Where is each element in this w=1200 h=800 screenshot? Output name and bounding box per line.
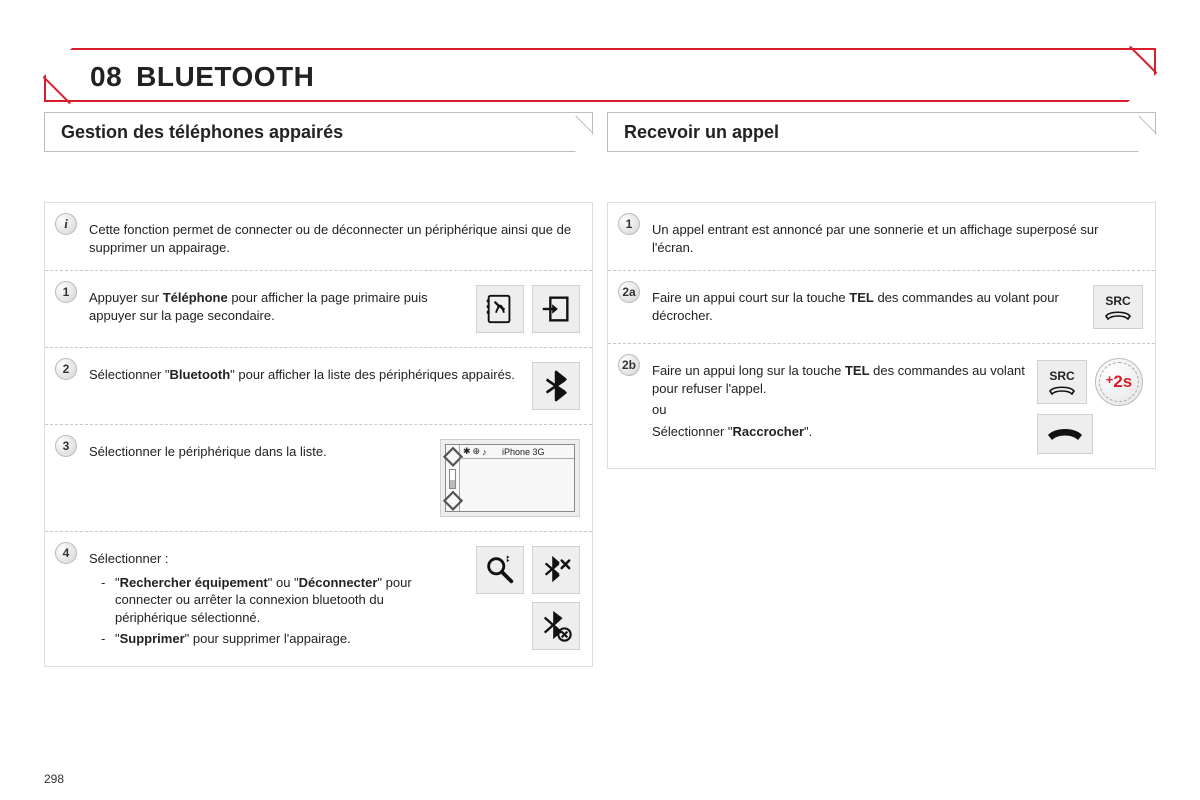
page-number: 298 — [44, 772, 64, 786]
device-name: iPhone 3G — [502, 447, 545, 457]
hold-timer-icon: +2s — [1095, 358, 1143, 406]
step-3: 3 Sélectionner le périphérique dans la l… — [45, 424, 592, 531]
bluetooth-icon — [532, 362, 580, 410]
r-step-2b-icons: SRC +2s — [1037, 358, 1143, 454]
step-4: 4 Sélectionner : "Rechercher équipement"… — [45, 531, 592, 666]
device-list-thumbnail: ✱⊕♪ iPhone 3G — [440, 439, 580, 517]
bluetooth-delete-icon — [532, 602, 580, 650]
r-step-1-badge: 1 — [618, 213, 640, 235]
r-step-2a: 2a Faire un appui court sur la touche TE… — [608, 270, 1155, 343]
left-column: Gestion des téléphones appairés i Cette … — [44, 112, 593, 667]
src-button-icon-2: SRC — [1037, 360, 1087, 404]
info-text: Cette fonction permet de connecter ou de… — [89, 217, 580, 256]
hangup-icon — [1037, 414, 1093, 454]
right-heading: Recevoir un appel — [624, 122, 779, 143]
step-1: 1 Appuyer sur Téléphone pour afficher la… — [45, 270, 592, 347]
phonebook-icon — [476, 285, 524, 333]
chapter-name: BLUETOOTH — [136, 61, 314, 92]
step-2-text: Sélectionner "Bluetooth" pour afficher l… — [89, 362, 520, 384]
r-step-1-text: Un appel entrant est annoncé par une son… — [652, 217, 1143, 256]
search-bluetooth-icon — [476, 546, 524, 594]
left-heading: Gestion des téléphones appairés — [61, 122, 343, 143]
r-step-2a-badge: 2a — [618, 281, 640, 303]
chapter-banner: 08 BLUETOOTH — [44, 48, 1156, 102]
step-4-badge: 4 — [55, 542, 77, 564]
step-1-text: Appuyer sur Téléphone pour afficher la p… — [89, 285, 464, 324]
chapter-title: 08 BLUETOOTH — [46, 50, 1154, 104]
step-3-icons: ✱⊕♪ iPhone 3G — [440, 439, 580, 517]
enter-page-icon — [532, 285, 580, 333]
timer-label: 2s — [1113, 372, 1132, 391]
step-1-badge: 1 — [55, 281, 77, 303]
r-step-2b: 2b Faire un appui long sur la touche TEL… — [608, 343, 1155, 468]
r-step-2a-icons: SRC — [1093, 285, 1143, 329]
chapter-number: 08 — [90, 61, 122, 92]
r-step-1: 1 Un appel entrant est annoncé par une s… — [608, 203, 1155, 270]
or-label: ou — [652, 401, 1025, 419]
bluetooth-disconnect-icon — [532, 546, 580, 594]
left-heading-box: Gestion des téléphones appairés — [44, 112, 593, 152]
right-panel: 1 Un appel entrant est annoncé par une s… — [607, 202, 1156, 469]
step-2: 2 Sélectionner "Bluetooth" pour afficher… — [45, 347, 592, 424]
info-badge: i — [55, 213, 77, 235]
left-panel: i Cette fonction permet de connecter ou … — [44, 202, 593, 667]
step-1-icons — [476, 285, 580, 333]
step-2-badge: 2 — [55, 358, 77, 380]
step-4-text: Sélectionner : "Rechercher équipement" o… — [89, 546, 438, 652]
r-step-2b-text: Faire un appui long sur la touche TEL de… — [652, 358, 1025, 440]
step-4-icons — [450, 546, 580, 650]
src-button-icon: SRC — [1093, 285, 1143, 329]
step-3-badge: 3 — [55, 435, 77, 457]
src-label: SRC — [1105, 294, 1130, 308]
step-2-icons — [532, 362, 580, 410]
r-step-2a-text: Faire un appui court sur la touche TEL d… — [652, 285, 1081, 324]
step-3-text: Sélectionner le périphérique dans la lis… — [89, 439, 428, 461]
right-column: Recevoir un appel 1 Un appel entrant est… — [607, 112, 1156, 667]
info-step: i Cette fonction permet de connecter ou … — [45, 203, 592, 270]
right-heading-box: Recevoir un appel — [607, 112, 1156, 152]
manual-page: 08 BLUETOOTH Gestion des téléphones appai… — [0, 0, 1200, 800]
r-step-2b-badge: 2b — [618, 354, 640, 376]
src-label-2: SRC — [1049, 369, 1074, 383]
